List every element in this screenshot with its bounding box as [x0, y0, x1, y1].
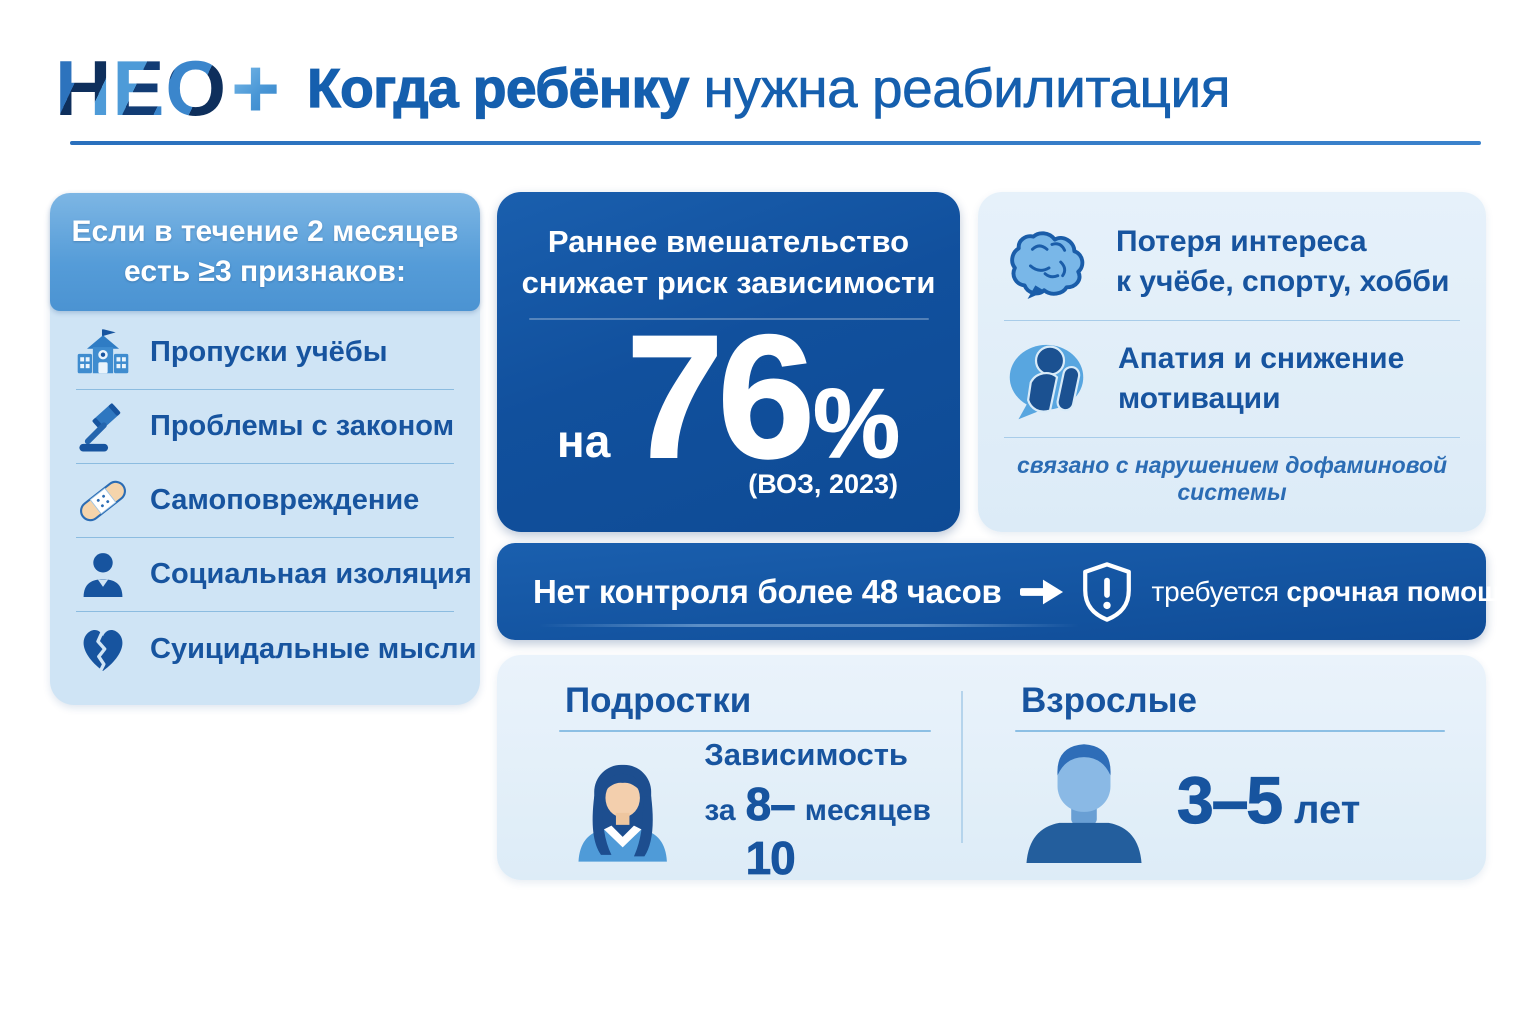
symptoms-footnote: связано с нарушением дофаминовой системы [1016, 452, 1448, 505]
stat-prefix: на [556, 414, 611, 467]
teens-value: 8–10 [745, 778, 796, 885]
header: НЕО + Когда ребёнку нужна реабилитация [55, 46, 1231, 130]
criteria-heading-line2: есть ≥3 признаков: [124, 255, 406, 288]
brain-icon [1010, 231, 1085, 300]
adults-heading-underline [1015, 730, 1445, 732]
alert-action-bold: срочная помощь [1286, 575, 1518, 607]
bandage-icon [80, 480, 126, 521]
school-icon [77, 328, 129, 373]
list-item-label: Пропуски учёбы [150, 336, 388, 368]
symptom-label: Апатия и снижение мотивации [1118, 339, 1404, 420]
alert-action-prefix: требуется [1151, 575, 1279, 607]
stat-value: 76 [625, 299, 816, 495]
teens-heading: Подростки [565, 681, 752, 720]
logo-plus-icon: + [231, 41, 282, 135]
teens-content-row: Зависимость за 8–10 месяцев [559, 737, 931, 885]
broken-heart-icon [83, 630, 123, 671]
list-item-law-problems: Проблемы с законом [76, 390, 454, 464]
symptoms-divider [1004, 320, 1460, 321]
criteria-panel-heading: Если в течение 2 месяцев есть ≥3 признак… [50, 193, 480, 311]
list-item-label: Самоповреждение [150, 484, 420, 516]
apathy-icon [1009, 344, 1084, 420]
list-item-self-harm: Самоповреждение [76, 464, 454, 538]
adult-man-avatar [1026, 744, 1142, 863]
shield-exclamation-icon [1080, 561, 1134, 623]
list-item-suicidal-thoughts: Суицидальные мысли [76, 612, 476, 686]
stat-value-row: на 76 % [497, 299, 960, 495]
neo-logo: НЕО + [55, 46, 281, 130]
teens-value-suffix: месяцев [804, 794, 931, 827]
symptom-label: Потеря интереса к учёбе, спорту, хобби [1116, 222, 1449, 303]
list-item-social-isolation: Социальная изоляция [76, 538, 472, 612]
symptom-label-line1: Потеря интереса [1116, 224, 1367, 258]
list-item-school-absence: Пропуски учёбы [76, 316, 454, 390]
adults-text: 3–5 лет [1176, 762, 1361, 838]
adults-content-row: 3–5 лет [1015, 737, 1445, 863]
criteria-panel: Если в течение 2 месяцев есть ≥3 признак… [50, 193, 480, 705]
adults-value-suffix: лет [1294, 788, 1361, 832]
gavel-icon [79, 403, 121, 451]
stat-title: Раннее вмешательство снижает риск зависи… [497, 222, 960, 304]
page-title: Когда ребёнку нужна реабилитация [306, 56, 1231, 120]
timeline-panel: Подростки Зависимость за 8–10 месяцев [497, 655, 1486, 884]
adults-value: 3–5 [1176, 762, 1283, 837]
alert-condition: Нет контроля более 48 часов [533, 572, 1002, 610]
page-title-bold: Когда ребёнку [306, 56, 689, 119]
header-divider [70, 141, 1481, 145]
list-item-label: Проблемы с законом [150, 410, 455, 442]
stat-panel: Раннее вмешательство снижает риск зависи… [497, 192, 960, 532]
timeline-adults-column: Взрослые 3–5 лет [1015, 681, 1445, 863]
criteria-heading-line1: Если в течение 2 месяцев [71, 215, 459, 249]
symptom-label-line2: мотивации [1118, 382, 1281, 415]
teens-line2: за 8–10 месяцев [704, 777, 931, 885]
symptoms-panel: Потеря интереса к учёбе, спорту, хобби А… [978, 192, 1486, 532]
teen-girl-avatar [578, 764, 667, 862]
stat-title-line2: снижает риск зависимости [521, 264, 936, 300]
person-icon [83, 552, 123, 597]
teens-line1: Зависимость [704, 737, 908, 772]
teens-heading-underline [559, 730, 931, 732]
symptom-label-line1: Апатия и снижение [1118, 341, 1405, 375]
logo-text: НЕО [55, 44, 228, 132]
list-item-label: Суицидальные мысли [150, 632, 477, 665]
stat-source: (ВОЗ, 2023) [748, 468, 898, 499]
stat-title-line1: Раннее вмешательство [547, 224, 910, 259]
arrow-right-icon [1019, 577, 1064, 607]
alert-action: требуется срочная помощь [1152, 576, 1518, 608]
symptoms-divider [1004, 437, 1460, 438]
list-item-label: Социальная изоляция [150, 558, 472, 590]
stat-percent-sign: % [812, 367, 901, 478]
alert-banner: Нет контроля более 48 часов требуется ср… [497, 543, 1518, 640]
symptom-item-apathy: Апатия и снижение мотивации [978, 321, 1486, 437]
criteria-list: Пропуски учёбы Проблемы с законом [50, 311, 480, 686]
symptom-item-interest-loss: Потеря интереса к учёбе, спорту, хобби [978, 204, 1486, 320]
teens-value-prefix: за [704, 794, 736, 827]
stat-divider [528, 317, 929, 320]
timeline-vertical-divider [961, 691, 963, 843]
symptom-label-line2: к учёбе, спорту, хобби [1116, 265, 1450, 298]
adults-heading: Взрослые [1021, 681, 1198, 720]
page-title-rest: нужна реабилитация [688, 57, 1231, 120]
timeline-teens-column: Подростки Зависимость за 8–10 месяцев [559, 681, 931, 885]
teens-text: Зависимость за 8–10 месяцев [704, 737, 931, 885]
